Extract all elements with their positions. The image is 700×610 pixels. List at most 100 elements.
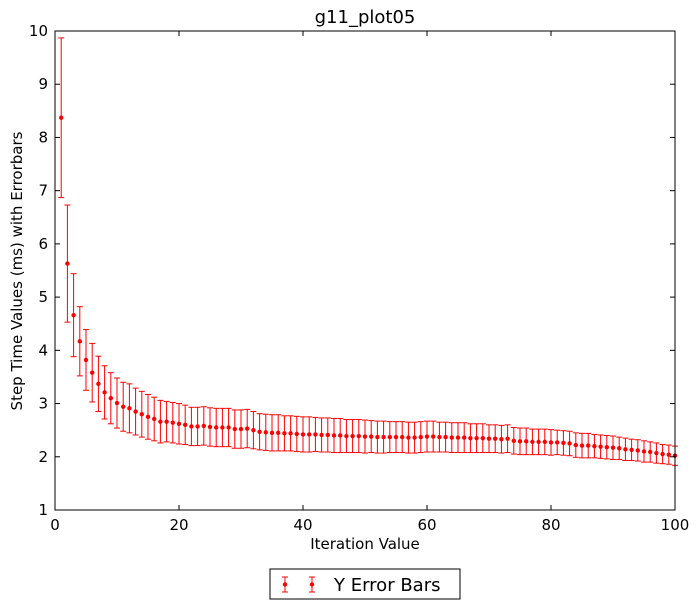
y-axis-label: Step Time Values (ms) with Errorbars <box>8 131 26 410</box>
y-tick-label: 2 <box>38 448 48 466</box>
data-point <box>219 407 226 448</box>
point-marker <box>145 414 151 420</box>
point-marker <box>474 435 479 441</box>
x-tick-label: 80 <box>541 516 560 534</box>
y-tick-label: 1 <box>38 501 48 519</box>
data-point <box>566 430 573 457</box>
data-point <box>76 306 83 377</box>
data-point <box>169 401 176 444</box>
data-point <box>591 433 598 459</box>
point-marker <box>331 433 337 438</box>
point-marker <box>437 434 442 440</box>
data-point <box>436 421 443 453</box>
point-marker <box>238 426 244 432</box>
data-point <box>349 419 356 454</box>
point-marker <box>462 435 467 440</box>
point-marker <box>121 404 126 409</box>
data-point <box>523 427 530 456</box>
point-marker <box>201 423 206 429</box>
point-marker <box>400 434 405 440</box>
point-marker <box>276 430 281 436</box>
data-point <box>628 438 635 462</box>
point-marker <box>102 390 107 395</box>
data-point <box>659 444 666 465</box>
point-marker <box>567 441 572 446</box>
point-marker <box>226 425 231 430</box>
point-marker <box>424 434 430 439</box>
point-marker <box>108 396 114 401</box>
data-point <box>337 417 344 454</box>
data-point <box>188 406 195 447</box>
data-point <box>250 411 257 450</box>
plot-frame <box>54 30 676 511</box>
point-marker <box>617 446 622 451</box>
point-marker <box>263 430 268 435</box>
data-point <box>455 422 461 454</box>
x-tick-label: 0 <box>50 516 60 534</box>
x-tick-label: 20 <box>169 516 188 534</box>
point-marker <box>257 429 262 434</box>
point-marker <box>139 412 144 417</box>
point-marker <box>189 424 194 429</box>
data-point <box>492 424 499 454</box>
point-marker <box>579 443 585 448</box>
point-marker <box>499 437 504 442</box>
x-tick-label: 40 <box>293 516 312 534</box>
data-point <box>157 399 164 444</box>
point-marker <box>245 426 250 431</box>
point-marker <box>623 447 628 452</box>
data-point <box>579 432 585 459</box>
point-marker <box>350 433 355 439</box>
data-point <box>665 444 672 465</box>
point-marker <box>648 449 653 455</box>
point-marker <box>307 432 312 437</box>
data-point <box>504 424 511 454</box>
data-point <box>572 432 579 458</box>
data-point <box>479 423 486 454</box>
data-point <box>318 417 325 453</box>
data-point <box>448 422 455 454</box>
legend-label: Y Error Bars <box>333 575 440 596</box>
y-tick-label: 5 <box>38 288 48 306</box>
point-marker <box>232 426 237 432</box>
data-point <box>380 420 387 454</box>
point-marker <box>83 357 89 363</box>
data-point <box>58 37 65 199</box>
point-marker <box>65 261 70 266</box>
point-marker <box>524 439 529 444</box>
legend: Y Error Bars <box>269 568 461 600</box>
data-point <box>442 421 449 453</box>
data-point <box>529 428 536 456</box>
point-marker <box>443 434 448 440</box>
legend-errorbar-marker <box>282 576 315 593</box>
data-point <box>386 421 393 454</box>
point-marker <box>71 313 76 318</box>
point-marker <box>294 431 299 437</box>
data-point <box>343 419 350 454</box>
data-point <box>417 421 424 454</box>
point-marker <box>511 438 516 444</box>
y-tick-label: 4 <box>38 341 48 359</box>
data-point <box>306 416 313 453</box>
point-marker <box>598 444 603 449</box>
point-marker <box>375 434 380 440</box>
point-marker <box>449 435 454 440</box>
point-marker <box>220 425 225 430</box>
data-point <box>641 440 647 463</box>
data-point <box>331 417 337 454</box>
point-marker <box>542 439 547 445</box>
data-point <box>194 406 201 447</box>
point-marker <box>96 381 101 387</box>
y-tick-label: 3 <box>38 395 48 413</box>
point-marker <box>319 432 324 438</box>
x-axis-label: Iteration Value <box>310 535 420 553</box>
point-marker <box>313 432 318 437</box>
data-point <box>374 420 381 454</box>
y-tick-label: 6 <box>38 235 48 253</box>
point-marker <box>369 434 374 439</box>
data-point <box>238 409 244 449</box>
point-marker <box>610 445 616 450</box>
data-point <box>312 416 319 452</box>
data-point <box>585 432 592 459</box>
data-point <box>256 413 263 451</box>
